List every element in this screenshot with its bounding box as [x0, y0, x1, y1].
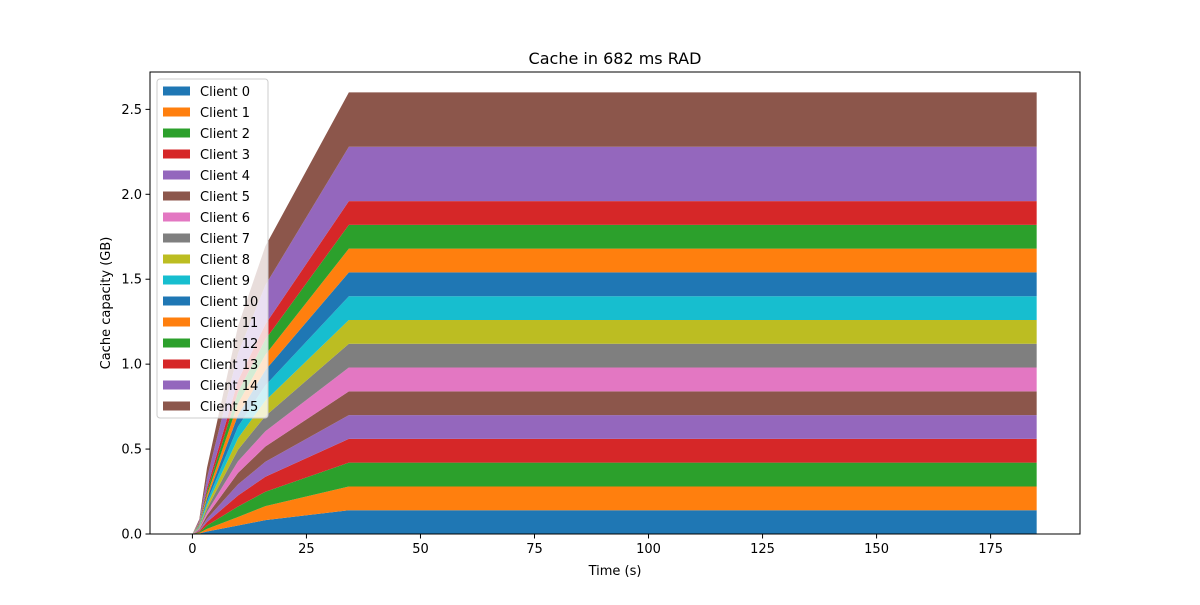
area-series-14 — [192, 146, 1037, 535]
legend-swatch — [163, 149, 190, 159]
legend-label: Client 6 — [200, 211, 250, 226]
legend-swatch — [163, 107, 190, 117]
y-tick-label: 0.0 — [121, 528, 142, 543]
y-axis-ticks: 0.0 0.5 1.0 1.5 2.0 2.5 — [121, 103, 150, 543]
x-tick-label: 75 — [526, 542, 543, 557]
area-series-2 — [192, 462, 1037, 534]
legend-label: Client 14 — [200, 379, 258, 394]
legend-swatch — [163, 233, 190, 243]
legend-box — [156, 78, 269, 419]
legend-label: Client 1 — [200, 106, 250, 121]
area-series-8 — [192, 319, 1037, 534]
legend-label: Client 11 — [200, 316, 258, 331]
area-series-6 — [192, 367, 1037, 534]
legend-label: Client 13 — [200, 358, 258, 373]
plot-frame — [149, 71, 1081, 535]
legend-swatch — [163, 338, 190, 348]
legend-label: Client 9 — [200, 274, 250, 289]
legend-swatch — [163, 317, 190, 327]
legend-swatch — [163, 275, 190, 285]
y-tick-label: 2.5 — [121, 103, 142, 118]
legend-label: Client 7 — [200, 232, 250, 247]
legend-swatch — [163, 359, 190, 369]
x-axis-ticks: 0 25 50 75 100 125 150 175 — [188, 534, 1003, 557]
legend-label: Client 12 — [200, 337, 258, 352]
legend-swatch — [163, 170, 190, 180]
legend-swatch — [163, 380, 190, 390]
x-tick-label: 100 — [636, 542, 661, 557]
area-series-15 — [192, 92, 1037, 534]
legend-swatch — [163, 296, 190, 306]
legend-label: Client 10 — [200, 295, 258, 310]
area-series-3 — [192, 438, 1037, 534]
legend-label: Client 0 — [200, 85, 250, 100]
y-tick-label: 2.0 — [121, 188, 142, 203]
legend-label: Client 3 — [200, 148, 250, 163]
x-tick-label: 50 — [412, 542, 429, 557]
legend-swatch — [163, 254, 190, 264]
x-tick-label: 150 — [864, 542, 889, 557]
legend-label: Client 2 — [200, 127, 250, 142]
legend: Client 0 Client 1 Client 2 Client 3 Client 4… — [156, 78, 269, 419]
y-tick-label: 1.5 — [121, 273, 142, 288]
x-tick-label: 175 — [978, 542, 1003, 557]
area-series-9 — [192, 296, 1037, 534]
area-series-4 — [192, 415, 1037, 534]
chart-title: Cache in 682 ms RAD — [529, 49, 702, 68]
legend-swatch — [163, 212, 190, 222]
area-series-1 — [192, 486, 1037, 534]
x-tick-label: 25 — [298, 542, 315, 557]
area-layers — [192, 92, 1037, 535]
legend-label: Client 15 — [200, 400, 258, 415]
legend-label: Client 4 — [200, 169, 250, 184]
area-series-0 — [192, 510, 1037, 534]
legend-swatch — [163, 401, 190, 411]
y-tick-label: 0.5 — [121, 443, 142, 458]
y-tick-label: 1.0 — [121, 358, 142, 373]
legend-label: Client 8 — [200, 253, 250, 268]
x-axis-label: Time (s) — [588, 564, 642, 579]
legend-label: Client 5 — [200, 190, 250, 205]
x-tick-label: 125 — [750, 542, 775, 557]
area-series-7 — [192, 343, 1037, 534]
x-tick-label: 0 — [188, 542, 196, 557]
area-series-5 — [192, 391, 1037, 534]
y-axis-label: Cache capacity (GB) — [99, 237, 114, 370]
legend-swatch — [163, 191, 190, 201]
legend-swatch — [163, 128, 190, 138]
legend-swatch — [163, 86, 190, 96]
